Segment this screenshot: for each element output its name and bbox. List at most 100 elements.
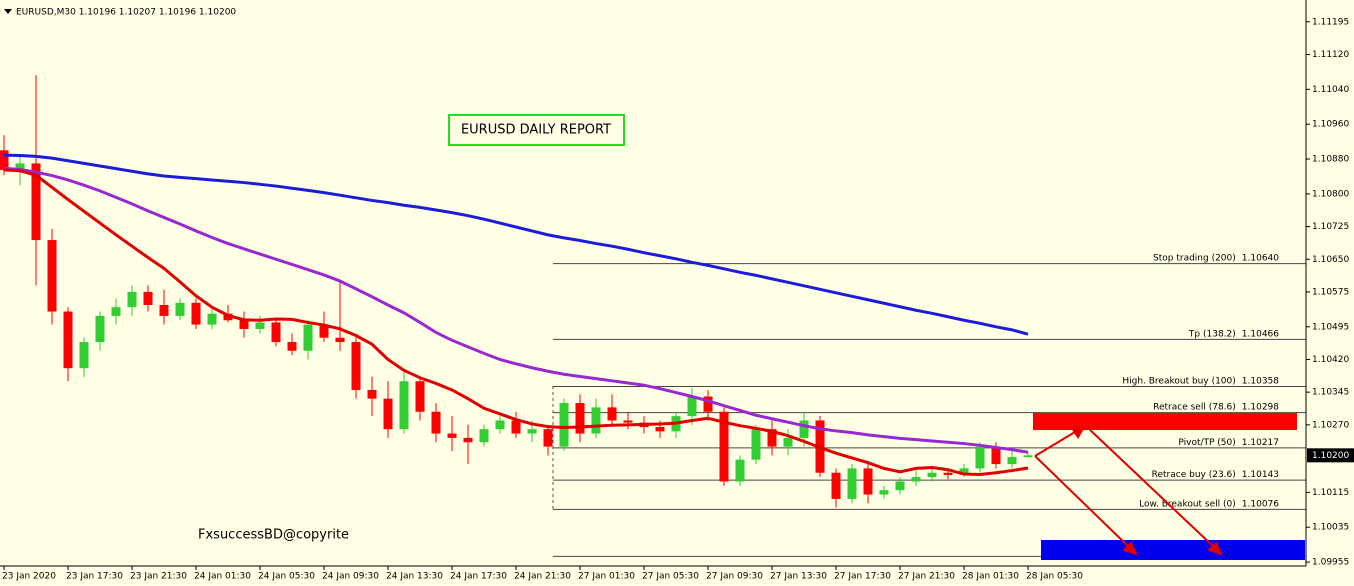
candle-body [143,291,153,306]
x-tick-label: 27 Jan 13:30 [770,572,827,582]
arrows [1034,425,1223,556]
candle-body [239,320,249,329]
candle-body [1023,455,1033,458]
x-tick-label: 23 Jan 17:30 [66,572,123,582]
candle-body [479,429,489,443]
x-tick-label: 24 Jan 13:30 [386,572,443,582]
candle-body [543,429,553,447]
y-tick-label: 1.10650 [1312,255,1349,265]
candle-body [783,437,793,447]
candle-body [95,315,105,343]
level-value: 1.10640 [1242,253,1279,263]
x-tick-label: 24 Jan 01:30 [194,572,251,582]
candle-body [495,420,505,430]
level-name: Low. Breakout sell (0) [1139,499,1236,509]
y-tick-label: 1.10270 [1312,420,1349,430]
y-tick-label: 1.10495 [1312,322,1349,332]
level-name: Stop trading (200) [1153,253,1236,263]
y-tick-label: 1.10960 [1312,120,1349,130]
y-tick-label: 1.10725 [1312,222,1349,232]
x-tick-label: 28 Jan 01:30 [962,572,1019,582]
moving-average [3,168,1029,477]
arrow [1034,455,1132,550]
candle-body [911,477,921,482]
candle-body [623,420,633,423]
axis-layer: 1.11195 1.11120 1.11040 1.10960 1.10880 1.108… [2,17,1354,582]
candle-body [399,381,409,430]
candle-body [111,307,121,316]
sell-zone [1033,413,1297,430]
candle-body [927,472,937,478]
candle-body [31,163,41,241]
watermark: FxsuccessBD@copyrite [198,528,349,543]
candle-body [303,324,313,351]
arrow [1087,427,1217,550]
level-value: 1.10358 [1242,376,1279,386]
candle-body [287,342,297,351]
candle-body [847,468,857,499]
candle-body [655,427,665,432]
level-label: Tp (138.2) 1.10466 [1188,329,1279,339]
candle-body [431,411,441,434]
candle-body [63,311,73,369]
x-tick-label: 24 Jan 05:30 [258,572,315,582]
y-tick-label: 1.10345 [1312,388,1349,398]
candle-body [127,291,137,308]
y-tick-label: 1.11120 [1312,50,1349,60]
candle-body [959,468,969,475]
level-value: 1.10217 [1242,437,1279,447]
candle-body [527,429,537,434]
candle-body [607,407,617,421]
moving-average [3,153,1029,336]
x-tick-label: 24 Jan 09:30 [322,572,379,582]
level-label: Low. Breakout sell (0) 1.10076 [1139,499,1279,509]
candle-body [943,472,953,475]
y-tick-label: 1.11195 [1312,17,1349,27]
candle-body [511,420,521,434]
candle-body [447,433,457,438]
level-label: Stop trading (200) 1.10640 [1153,253,1279,263]
candle-body [271,322,281,343]
y-tick-label: 1.10035 [1312,523,1349,533]
x-tick-label: 23 Jan 21:30 [130,572,187,582]
level-label: Retrace sell (78.6) 1.10298 [1153,402,1279,412]
candle-body [367,389,377,399]
candle-body [591,407,601,434]
level-label: Pivot/TP (50) 1.10217 [1178,437,1279,447]
level-value: 1.10298 [1242,402,1279,412]
y-tick-label: 1.10880 [1312,155,1349,165]
level-name: Pivot/TP (50) [1178,437,1235,447]
candle-body [15,163,25,170]
candle-body [703,396,713,412]
level-value: 1.10466 [1242,329,1279,339]
x-tick-label: 27 Jan 05:30 [642,572,699,582]
y-tick-label: 1.10420 [1312,355,1349,365]
candle-body [735,459,745,482]
chart-title: EURUSD DAILY REPORT [461,123,611,138]
level-label: Retrace buy (23.6) 1.10143 [1152,470,1279,480]
level-name: Tp (138.2) [1188,329,1236,339]
candle-body [751,429,761,460]
level-value: 1.10076 [1242,499,1279,509]
candle-body [415,381,425,412]
candle-body [1007,457,1017,465]
current-price-label: 1.10200 [1312,451,1349,461]
x-tick-label: 27 Jan 01:30 [578,572,635,582]
x-tick-label: 27 Jan 09:30 [706,572,763,582]
x-tick-label: 23 Jan 2020 [2,572,56,582]
x-tick-label: 27 Jan 21:30 [898,572,955,582]
candle-body [719,411,729,482]
y-tick-label: 1.10575 [1312,287,1349,297]
level-name: Retrace sell (78.6) [1153,402,1236,412]
candle-body [175,302,185,316]
candle-body [799,420,809,438]
x-tick-label: 24 Jan 21:30 [514,572,571,582]
arrow-head [1207,541,1223,556]
candle-body [191,302,201,325]
x-tick-label: 27 Jan 17:30 [834,572,891,582]
candle-body [319,324,329,338]
chart-header: EURUSD,M30 1.10196 1.10207 1.10196 1.102… [16,8,236,18]
menu-icon[interactable] [4,9,12,14]
arrow-head [1070,425,1086,439]
